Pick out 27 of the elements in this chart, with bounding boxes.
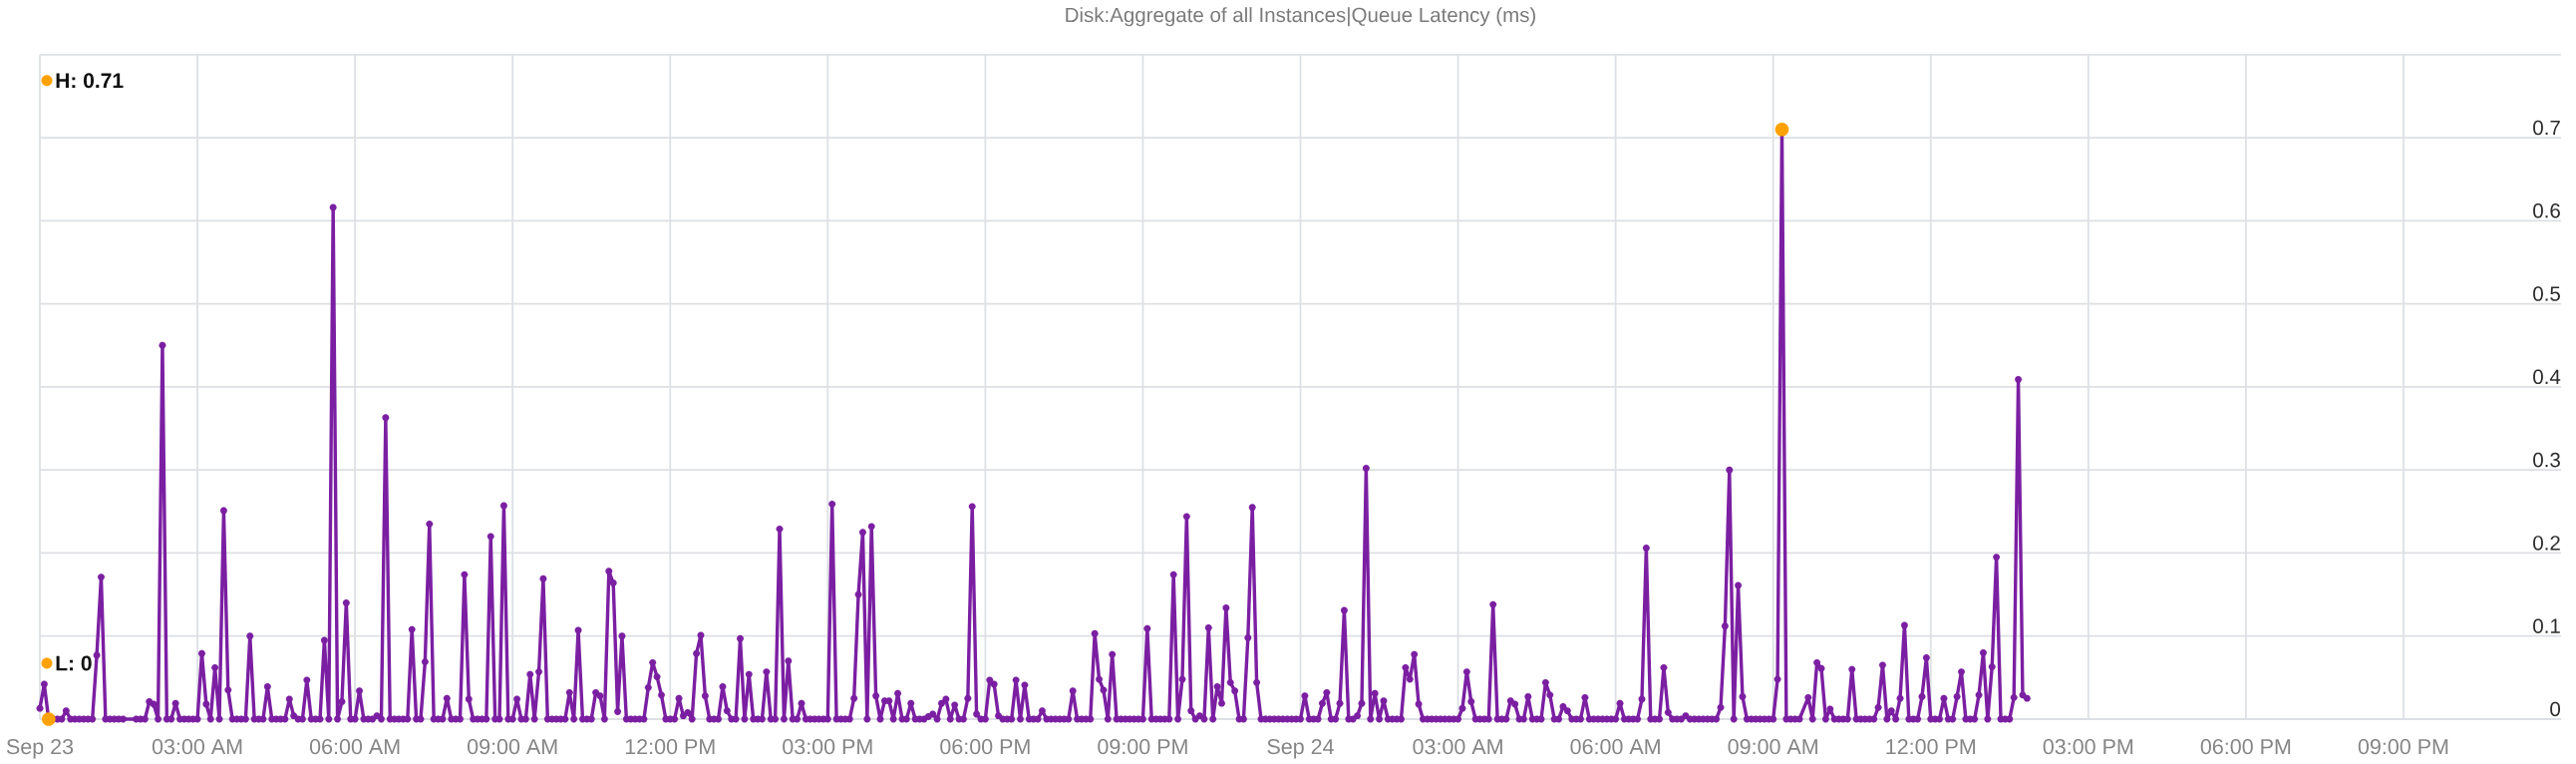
y-tick-label: 0.7 <box>2533 120 2560 136</box>
y-tick-label: 0.2 <box>2533 536 2560 551</box>
x-tick-label: 03:00 AM <box>1413 738 1502 755</box>
x-tick-label: 12:00 PM <box>625 738 715 755</box>
y-tick-label: 0 <box>2550 701 2561 717</box>
annotation: H: 0.71 <box>56 73 124 89</box>
x-tick-label: 03:00 PM <box>783 738 872 755</box>
y-tick-label: 0.4 <box>2533 369 2561 385</box>
x-tick-label: 12:00 PM <box>1886 738 1975 755</box>
x-tick-label: 09:00 AM <box>468 738 557 755</box>
y-tick-label: 0.6 <box>2533 203 2560 218</box>
x-tick-label: Sep 24 <box>1267 738 1334 759</box>
x-tick-label: Sep 23 <box>6 738 74 759</box>
x-tick-label: 06:00 PM <box>2200 738 2291 755</box>
x-tick-label: 09:00 PM <box>2358 738 2448 755</box>
x-tick-label: 06:00 AM <box>309 738 400 755</box>
x-tick-label: 06:00 AM <box>1570 738 1660 755</box>
x-tick-label: 09:00 AM <box>1728 738 1817 755</box>
x-tick-label: 09:00 PM <box>1098 738 1187 755</box>
x-tick-label: 03:00 AM <box>152 738 242 755</box>
annotation: L: 0 <box>56 655 92 671</box>
y-tick-label: 0.3 <box>2533 452 2560 468</box>
y-tick-label: 0.1 <box>2533 618 2560 633</box>
x-tick-label: 03:00 PM <box>2043 738 2133 755</box>
y-tick-label: 0.5 <box>2533 286 2560 301</box>
x-tick-label: 06:00 PM <box>940 738 1030 755</box>
chart-title: Disk:Aggregate of all Instances|Queue Latency (ms) <box>1066 7 1535 27</box>
